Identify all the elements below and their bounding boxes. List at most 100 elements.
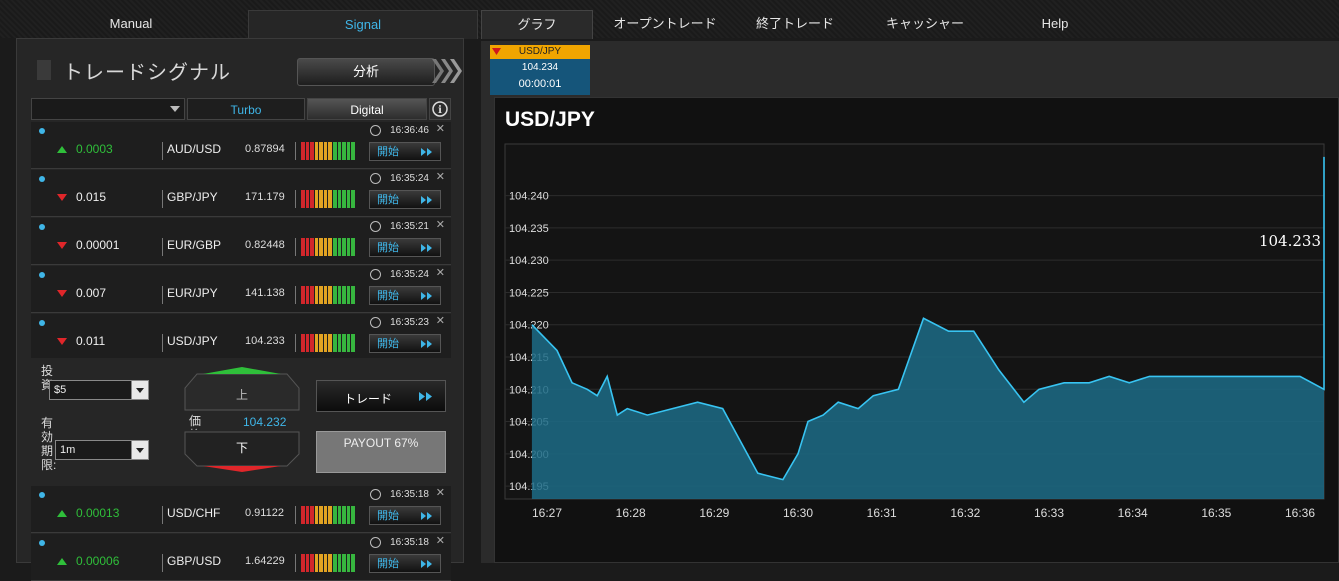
quote-widget[interactable]: USD/JPY 104.234 00:00:01 (490, 45, 590, 95)
expiry-select[interactable]: 1m (55, 440, 149, 460)
signal-time: 16:35:21 (390, 221, 429, 232)
close-icon[interactable]: ✕ (435, 487, 445, 499)
signal-change: 0.00001 (76, 238, 120, 252)
up-arrow-icon (57, 510, 67, 517)
signal-row[interactable]: 16:35:18 ✕ 0.00006 GBP/USD 1.64229 開始 (31, 534, 451, 581)
strength-meter (301, 554, 355, 572)
start-button[interactable]: 開始 (369, 334, 441, 353)
signal-change: 0.007 (76, 286, 107, 300)
tab-open-trades[interactable]: オープントレード (613, 16, 717, 31)
up-arrow-icon (57, 558, 67, 565)
divider (295, 334, 296, 352)
analyze-button[interactable]: 分析 (297, 58, 435, 86)
panel-title: トレードシグナル (63, 62, 231, 84)
start-button[interactable]: 開始 (369, 142, 441, 161)
expiry-value: 1m (60, 444, 76, 456)
tab-cashier[interactable]: キャッシャー (885, 16, 964, 31)
status-dot (39, 128, 45, 134)
start-button[interactable]: 開始 (369, 238, 441, 257)
close-icon[interactable]: ✕ (435, 535, 445, 547)
invest-select[interactable]: $5 (49, 380, 149, 400)
double-arrow-icon (421, 512, 432, 520)
x-tick-label: 16:35 (1201, 506, 1231, 520)
status-dot (39, 492, 45, 498)
close-icon[interactable]: ✕ (435, 267, 445, 279)
double-arrow-icon (421, 560, 432, 568)
close-icon[interactable]: ✕ (435, 171, 445, 183)
signal-pair: EUR/JPY (167, 286, 218, 300)
x-tick-label: 16:30 (783, 506, 813, 520)
strength-meter (301, 334, 355, 352)
down-arrow-icon (57, 242, 67, 249)
status-dot (39, 176, 45, 182)
put-down-button[interactable]: 下 (183, 430, 301, 474)
divider (295, 554, 296, 572)
quote-pair: USD/JPY (518, 46, 562, 57)
signal-change: 0.00006 (76, 554, 120, 568)
signal-change: 0.0003 (76, 142, 113, 156)
divider (295, 238, 296, 256)
signal-price: 0.91122 (245, 507, 284, 519)
start-label: 開始 (377, 194, 399, 206)
y-tick-label: 104.240 (509, 191, 549, 203)
signal-time: 16:35:24 (390, 173, 429, 184)
down-arrow-icon (492, 48, 501, 55)
divider (295, 286, 296, 304)
y-tick-label: 104.220 (509, 320, 549, 332)
start-button[interactable]: 開始 (369, 286, 441, 305)
double-arrow-icon (421, 292, 432, 300)
info-button[interactable]: i (429, 98, 451, 120)
x-tick-label: 16:32 (950, 506, 980, 520)
filter-select[interactable] (31, 98, 185, 120)
status-dot (39, 320, 45, 326)
signal-row[interactable]: 16:35:21 ✕ 0.00001 EUR/GBP 0.82448 開始 (31, 218, 451, 265)
signal-row[interactable]: 16:35:24 ✕ 0.007 EUR/JPY 141.138 開始 (31, 266, 451, 313)
start-button[interactable]: 開始 (369, 554, 441, 573)
tab-graph[interactable]: グラフ (481, 10, 593, 39)
quote-header: USD/JPY (490, 45, 590, 59)
tab-closed-trades[interactable]: 終了トレード (755, 16, 834, 31)
divider (295, 506, 296, 524)
start-button[interactable]: 開始 (369, 190, 441, 209)
start-button[interactable]: 開始 (369, 506, 441, 525)
tab-manual[interactable]: Manual (109, 16, 153, 31)
y-tick-label: 104.225 (509, 287, 549, 299)
turbo-tab[interactable]: Turbo (187, 98, 305, 120)
close-icon[interactable]: ✕ (435, 219, 445, 231)
signal-row[interactable]: 16:36:46 ✕ 0.0003 AUD/USD 0.87894 開始 (31, 122, 451, 169)
clock-icon (370, 537, 381, 548)
digital-tab[interactable]: Digital (307, 98, 427, 120)
tab-help[interactable]: Help (1041, 16, 1069, 31)
signal-time: 16:35:23 (390, 317, 429, 328)
signal-price: 1.64229 (245, 555, 285, 567)
status-dot (39, 272, 45, 278)
x-tick-label: 16:28 (616, 506, 646, 520)
price-chart[interactable]: 104.195104.200104.205104.210104.215104.2… (494, 97, 1339, 563)
signal-row[interactable]: 16:35:24 ✕ 0.015 GBP/JPY 171.179 開始 (31, 170, 451, 217)
signal-price: 171.179 (245, 191, 285, 203)
signal-row[interactable]: 16:35:23 ✕ 0.011 USD/JPY 104.233 開始 (31, 314, 451, 361)
strength-meter (301, 238, 355, 256)
signal-filter-bar: Turbo Digital i (31, 98, 451, 120)
divider (162, 238, 163, 256)
start-label: 開始 (377, 146, 399, 158)
signal-row[interactable]: 16:35:18 ✕ 0.00013 USD/CHF 0.91122 開始 (31, 486, 451, 533)
start-label: 開始 (377, 338, 399, 350)
price-area (531, 156, 1324, 499)
divider (162, 554, 163, 572)
quote-body: 104.234 00:00:01 (490, 59, 590, 95)
tab-signal[interactable]: Signal (248, 10, 478, 39)
top-navigation (0, 0, 1339, 38)
trade-button[interactable]: トレード (316, 380, 446, 412)
x-tick-label: 16:27 (532, 506, 562, 520)
title-marker (37, 60, 51, 80)
close-icon[interactable]: ✕ (435, 315, 445, 327)
start-label: 開始 (377, 558, 399, 570)
strength-meter (301, 286, 355, 304)
close-icon[interactable]: ✕ (435, 123, 445, 135)
status-dot (39, 540, 45, 546)
strength-meter (301, 190, 355, 208)
y-tick-label: 104.235 (509, 223, 549, 235)
call-up-button[interactable]: 上 (183, 366, 301, 412)
start-label: 開始 (377, 510, 399, 522)
